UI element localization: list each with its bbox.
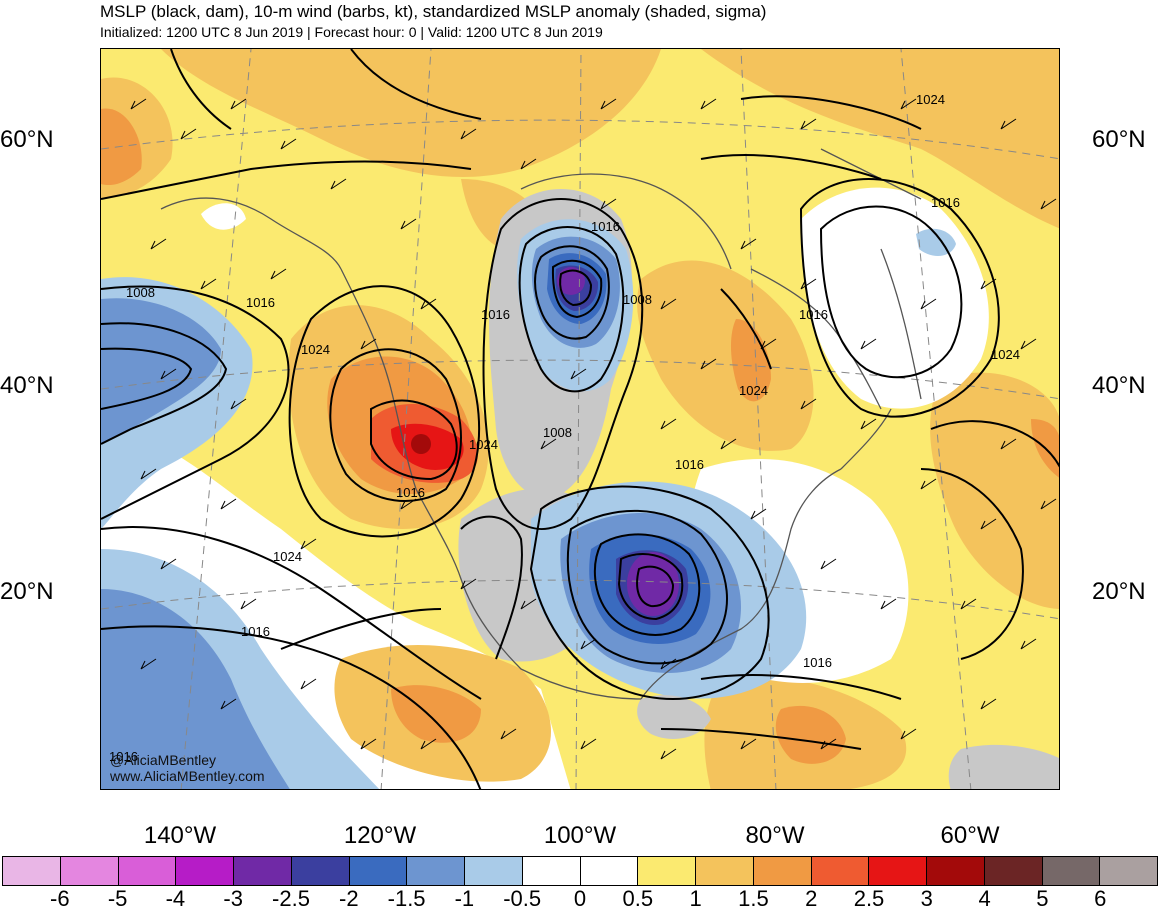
colorbar-tick-label: -2.5 (272, 886, 310, 911)
colorbar-tick-label: -2 (339, 886, 359, 911)
lat-label-right: 40°N (1092, 372, 1146, 399)
colorbar-swatch (349, 857, 408, 885)
contour-label: 1016 (591, 219, 620, 234)
anomaly-positive-mexico-pacific-core (391, 685, 481, 743)
anomaly-negative-pacific-south-core (101, 589, 290, 789)
colorbar-tick-label: -1.5 (387, 886, 426, 911)
colorbar-swatch (984, 857, 1043, 885)
contour-label: 1016 (246, 295, 275, 310)
anomaly-negative-pacific-north-core (101, 298, 221, 444)
contour-label: 1016 (109, 749, 138, 764)
lon-label: 60°W (940, 822, 1000, 849)
mslp-contours (101, 49, 1059, 789)
colorbar-tick-label: 1 (689, 886, 702, 911)
contour-label: 1024 (916, 92, 945, 107)
colorbar-swatch (580, 857, 639, 885)
colorbar-swatch (407, 857, 465, 885)
anomaly-positive-atlantic (930, 372, 1059, 609)
map-canvas: 1024 1016 1008 1016 1016 1024 1016 1016 … (101, 49, 1059, 789)
colorbar-swatch (234, 857, 292, 885)
contour-label: 1016 (241, 624, 270, 639)
colorbar-swatch (638, 857, 696, 885)
colorbar (2, 856, 1158, 886)
contour-label: 1008 (126, 285, 155, 300)
colorbar-tick-label: 0.5 (622, 886, 654, 911)
credit-website: www.AliciaMBentley.com (110, 768, 265, 784)
map-subtitle: Initialized: 1200 UTC 8 Jun 2019 | Forec… (100, 24, 603, 40)
anomaly-positive-north (161, 49, 661, 178)
anomaly-positive-greenland (701, 49, 1059, 229)
colorbar-tick-label: 1.5 (738, 886, 769, 911)
lon-label: 100°W (543, 822, 617, 849)
contour-label: 1016 (803, 655, 832, 670)
contour-label: 1016 (931, 195, 960, 210)
contour-label: 1016 (396, 485, 425, 500)
lat-label-right: 60°N (1092, 126, 1146, 153)
colorbar-tick-label: -1 (454, 886, 475, 911)
colorbar-swatch (291, 857, 350, 885)
lat-label-left: 60°N (0, 126, 54, 153)
colorbar-tick-label: -0.5 (503, 886, 542, 911)
colorbar-swatch (118, 857, 177, 885)
lon-label: 120°W (343, 822, 417, 849)
colorbar-tick-label: 5 (1036, 886, 1049, 911)
lat-label-left: 40°N (0, 372, 54, 399)
lon-label: 80°W (745, 822, 805, 849)
anomaly-positive-west-max (411, 434, 431, 454)
colorbar-swatch (869, 857, 927, 885)
anomaly-positive-canada-east (637, 260, 814, 451)
credit-handle: @AliciaMBentley (110, 752, 217, 768)
colorbar-swatch (60, 857, 119, 885)
colorbar-tick-label: 0 (573, 886, 587, 911)
lon-label: 140°W (143, 822, 217, 849)
contour-label: 1016 (675, 457, 704, 472)
anomaly-gray-central-america (637, 695, 711, 739)
colorbar-swatch (811, 857, 870, 885)
anomaly-gray-southeast (948, 744, 1059, 789)
colorbar-tick-label: -5 (107, 886, 128, 911)
colorbar-tick-label: 4 (978, 886, 991, 911)
colorbar-swatch (696, 857, 754, 885)
colorbar-tick-label: -3 (223, 886, 243, 911)
contour-label: 1024 (301, 342, 330, 357)
colorbar-swatch (465, 857, 523, 885)
contour-labels: 1024 1016 1008 1016 1016 1024 1016 1016 … (109, 92, 1020, 764)
map-title: MSLP (black, dam), 10-m wind (barbs, kt)… (100, 2, 767, 21)
contour-label: 1024 (469, 437, 498, 452)
lat-label-right: 20°N (1092, 578, 1146, 605)
anomaly-positive-caribbean-core (775, 705, 846, 764)
colorbar-tick-label: 3 (920, 886, 933, 911)
colorbar-swatch (522, 857, 581, 885)
map-panel[interactable]: 1024 1016 1008 1016 1016 1024 1016 1016 … (100, 48, 1060, 790)
wind-barbs (130, 98, 1057, 760)
graticule (101, 49, 1059, 789)
colorbar-swatch (3, 857, 61, 885)
contour-label: 1024 (739, 383, 768, 398)
lat-label-left: 20°N (0, 578, 54, 605)
colorbar-tick-label: 2.5 (853, 886, 885, 911)
colorbar-tick-label: 6 (1094, 886, 1107, 911)
anomaly-neutral-arctic-west (201, 203, 246, 230)
contour-label: 1016 (799, 307, 828, 322)
colorbar-swatch (176, 857, 234, 885)
colorbar-tick-label: 2 (805, 886, 818, 911)
colorbar-swatch (1100, 857, 1157, 885)
contour-label: 1008 (623, 292, 652, 307)
colorbar-tick-label: -4 (165, 886, 186, 911)
colorbar-swatch (927, 857, 985, 885)
colorbar-swatch (753, 857, 812, 885)
anomaly-negative-canada-min (557, 267, 585, 295)
anomaly-positive-canada-east-core (730, 319, 771, 402)
contour-label: 1016 (481, 307, 510, 322)
contour-label: 1024 (273, 549, 302, 564)
colorbar-tick-label: -6 (50, 886, 70, 911)
contour-label: 1008 (543, 425, 572, 440)
colorbar-swatch (1042, 857, 1101, 885)
contour-label: 1024 (991, 347, 1020, 362)
